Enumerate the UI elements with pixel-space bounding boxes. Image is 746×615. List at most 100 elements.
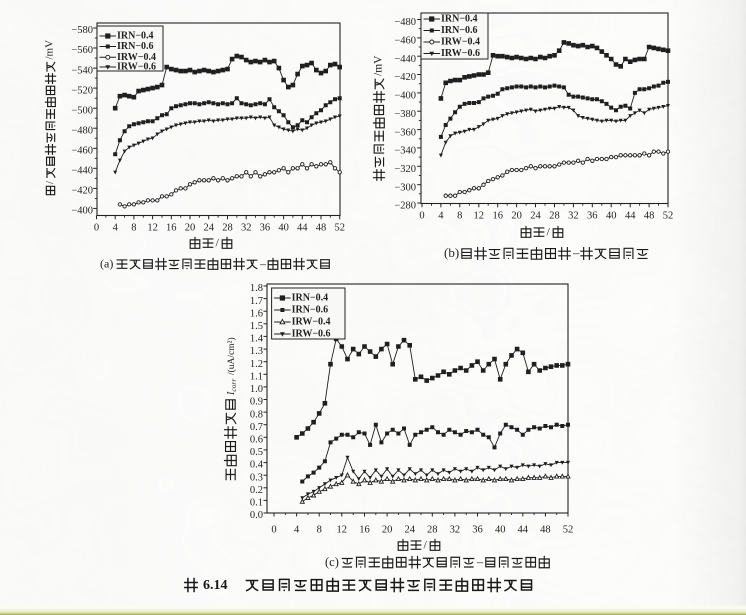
svg-text:−580: −580 [71, 25, 93, 36]
svg-text:28: 28 [222, 223, 233, 234]
svg-text:4: 4 [294, 525, 300, 536]
svg-text:/: / [547, 224, 551, 238]
svg-text:44: 44 [518, 525, 529, 536]
svg-text:−540: −540 [71, 65, 93, 76]
svg-text:12: 12 [147, 223, 158, 234]
svg-text:32: 32 [568, 211, 579, 222]
svg-text:IRN−0.6: IRN−0.6 [117, 41, 154, 52]
svg-text:IRW−0.6: IRW−0.6 [117, 62, 156, 73]
svg-text:12: 12 [474, 211, 485, 222]
svg-text:40: 40 [278, 223, 289, 234]
svg-text:Icorr: Icorr [226, 379, 238, 396]
svg-text:–: – [476, 555, 484, 569]
svg-text:0.1: 0.1 [250, 498, 263, 509]
svg-text:−440: −440 [71, 166, 93, 177]
svg-text:−420: −420 [71, 186, 93, 197]
svg-text:32: 32 [241, 223, 252, 234]
svg-text:12: 12 [337, 525, 348, 536]
svg-text:−400: −400 [71, 206, 93, 217]
svg-text:(a): (a) [100, 256, 113, 270]
svg-text:(b): (b) [444, 245, 459, 260]
svg-text:16: 16 [492, 211, 503, 222]
svg-text:1.4: 1.4 [250, 334, 264, 345]
svg-text:48: 48 [644, 211, 655, 222]
svg-text:1.8: 1.8 [250, 283, 263, 294]
svg-text:/mV: /mV [44, 40, 56, 60]
svg-text:0.0: 0.0 [250, 510, 263, 521]
svg-text:48: 48 [540, 525, 551, 536]
svg-text:4: 4 [438, 211, 444, 222]
svg-text:−460: −460 [71, 146, 93, 157]
svg-text:0.9: 0.9 [250, 397, 263, 408]
svg-text:36: 36 [260, 223, 271, 234]
svg-text:0: 0 [271, 525, 276, 536]
svg-text:20: 20 [382, 525, 393, 536]
svg-text:−400: −400 [394, 91, 416, 102]
svg-text:/: / [216, 235, 220, 249]
svg-text:4: 4 [113, 223, 119, 234]
svg-text:8: 8 [457, 211, 462, 222]
svg-text:–: – [572, 245, 580, 260]
svg-text:40: 40 [606, 211, 617, 222]
svg-text:36: 36 [472, 525, 483, 536]
svg-text:0: 0 [419, 211, 424, 222]
svg-text:−440: −440 [394, 54, 416, 65]
svg-text:44: 44 [297, 223, 308, 234]
svg-text:IRN−0.4: IRN−0.4 [441, 14, 478, 25]
svg-text:44: 44 [625, 211, 636, 222]
svg-text:−560: −560 [71, 45, 93, 56]
svg-text:8: 8 [317, 525, 322, 536]
svg-text:20: 20 [185, 223, 196, 234]
svg-text:−420: −420 [394, 72, 416, 83]
svg-text:IRW−0.4: IRW−0.4 [292, 317, 331, 328]
svg-text:20: 20 [511, 211, 522, 222]
svg-text:24: 24 [404, 525, 415, 536]
svg-text:−320: −320 [394, 164, 416, 175]
svg-text:24: 24 [530, 211, 541, 222]
svg-text:−520: −520 [71, 85, 93, 96]
svg-text:1.7: 1.7 [250, 296, 263, 307]
svg-text:(c): (c) [325, 555, 339, 569]
svg-text:1.5: 1.5 [250, 321, 263, 332]
svg-text:IRN−0.4: IRN−0.4 [117, 31, 154, 42]
svg-text:IRW−0.6: IRW−0.6 [441, 48, 480, 59]
svg-text:6.14: 6.14 [203, 578, 228, 593]
svg-text:28: 28 [427, 525, 438, 536]
svg-text:0: 0 [94, 223, 99, 234]
svg-text:48: 48 [316, 223, 327, 234]
svg-text:8: 8 [131, 223, 136, 234]
svg-text:0.7: 0.7 [250, 422, 263, 433]
svg-text:1.1: 1.1 [250, 372, 263, 383]
svg-text:−340: −340 [394, 146, 416, 157]
svg-text:16: 16 [166, 223, 177, 234]
svg-text:IRN−0.4: IRN−0.4 [292, 293, 329, 304]
svg-text:32: 32 [450, 525, 461, 536]
svg-text:/: / [44, 180, 56, 184]
svg-text:−480: −480 [71, 125, 93, 136]
svg-text:IRW−0.6: IRW−0.6 [292, 329, 331, 340]
svg-text:1.0: 1.0 [250, 384, 263, 395]
svg-text:0.8: 0.8 [250, 409, 263, 420]
svg-text:−380: −380 [394, 109, 416, 120]
svg-text:0.5: 0.5 [250, 447, 263, 458]
svg-text:1.6: 1.6 [250, 308, 263, 319]
svg-text:40: 40 [495, 525, 506, 536]
svg-text:0.3: 0.3 [250, 472, 263, 483]
svg-text:−460: −460 [394, 36, 416, 47]
svg-text:–: – [259, 256, 267, 270]
svg-text:IRN−0.6: IRN−0.6 [292, 305, 329, 316]
svg-text:−360: −360 [394, 127, 416, 138]
svg-text:52: 52 [563, 525, 574, 536]
svg-text:52: 52 [663, 211, 674, 222]
svg-text:/(uA/cm²): /(uA/cm²) [226, 337, 237, 375]
svg-text:IRN−0.6: IRN−0.6 [441, 25, 478, 36]
svg-text:−280: −280 [394, 201, 416, 212]
svg-text:24: 24 [203, 223, 214, 234]
svg-text:1.3: 1.3 [250, 346, 263, 357]
svg-text:16: 16 [359, 525, 370, 536]
svg-text:28: 28 [549, 211, 560, 222]
svg-text:/: / [424, 537, 428, 551]
svg-text:1.2: 1.2 [250, 359, 263, 370]
svg-text:0.6: 0.6 [250, 435, 263, 446]
svg-text:IRW−0.4: IRW−0.4 [117, 52, 156, 63]
